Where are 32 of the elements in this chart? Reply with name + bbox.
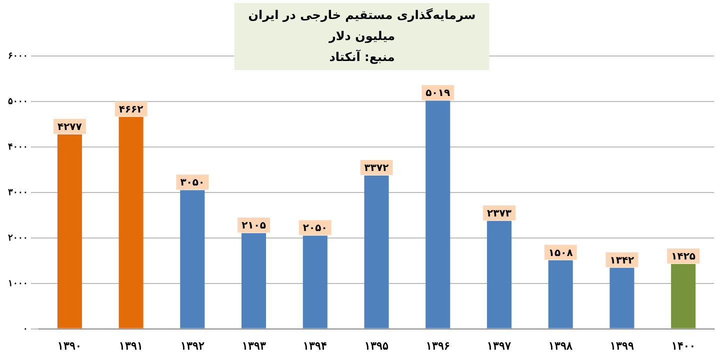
x-tick-label: ۱۳۹۳ bbox=[242, 340, 266, 352]
x-tick-label: ۱۳۹۶ bbox=[426, 340, 450, 352]
chart-subtitle: میلیون دلار bbox=[328, 28, 396, 45]
annotation: منبع: آنکتاد bbox=[328, 48, 396, 66]
data-label: ۱۵۰۸ bbox=[548, 248, 573, 259]
data-label: ۴۶۶۲ bbox=[118, 104, 144, 116]
x-tick-label: ۱۳۹۲ bbox=[180, 340, 204, 352]
x-tick-label: ۱۴۰۰ bbox=[671, 340, 696, 352]
x-tick-label: ۱۳۹۹ bbox=[610, 340, 634, 352]
data-label: ۱۴۲۵ bbox=[671, 252, 696, 263]
chart-title: سرمایه‌گذاری مستقیم خارجی در ایران bbox=[248, 7, 476, 24]
x-tick-label: ۱۳۹۵ bbox=[364, 340, 388, 352]
y-tick-label: ۶۰۰۰ bbox=[8, 50, 28, 60]
data-label: ۵۰۱۹ bbox=[426, 88, 450, 100]
data-label: ۲۰۵۰ bbox=[302, 223, 328, 234]
x-tick-label: ۱۳۹۸ bbox=[548, 340, 573, 352]
data-label: ۲۳۷۳ bbox=[487, 208, 512, 220]
y-tick-label: ۵۰۰۰ bbox=[8, 96, 28, 106]
data-label: ۲۱۰۵ bbox=[242, 220, 266, 232]
x-tick-label: ۱۳۹۱ bbox=[119, 340, 144, 352]
y-tick-label: ۲۰۰۰ bbox=[8, 232, 28, 242]
y-tick-label: ۴۰۰۰ bbox=[8, 141, 28, 152]
data-label: ۳۰۵۰ bbox=[180, 178, 205, 189]
y-tick-label: ۱۰۰۰ bbox=[8, 278, 28, 288]
data-label: ۳۳۷۲ bbox=[364, 163, 389, 174]
y-tick-label: ۰ bbox=[23, 323, 28, 334]
x-tick-label: ۱۳۹۴ bbox=[303, 340, 328, 352]
x-tick-label: ۱۳۹۰ bbox=[58, 340, 82, 352]
x-tick-label: ۱۳۹۷ bbox=[487, 340, 512, 352]
y-tick-label: ۳۰۰۰ bbox=[8, 186, 28, 197]
data-label: ۴۲۷۷ bbox=[57, 122, 82, 133]
data-label: ۱۳۴۲ bbox=[610, 255, 634, 266]
